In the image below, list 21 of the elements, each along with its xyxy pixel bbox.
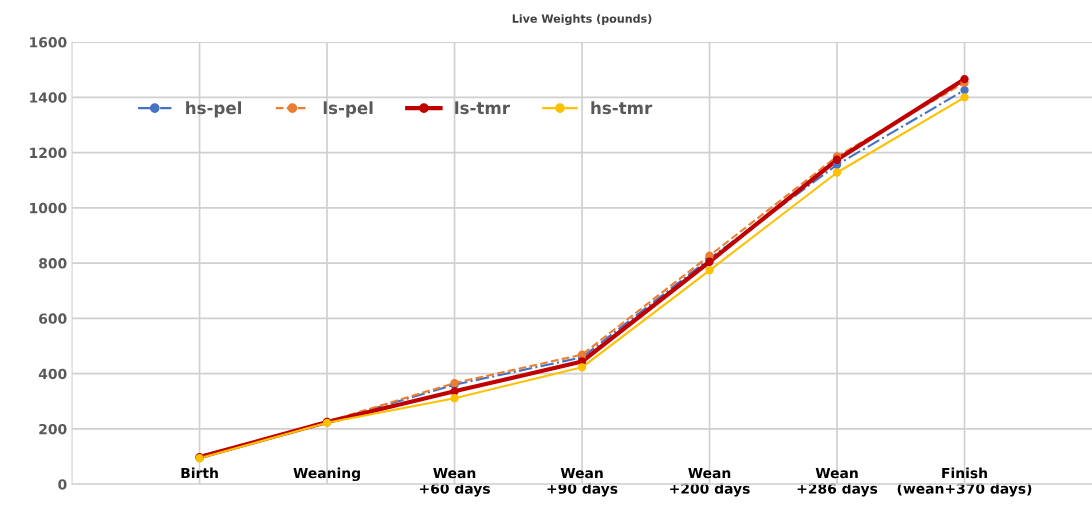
chart-title: Live Weights (pounds) — [512, 14, 652, 26]
y-tick-label: 1200 — [30, 147, 67, 159]
x-tick-label: Wean +286 days — [797, 467, 878, 497]
x-tick-label: Wean +90 days — [547, 467, 618, 497]
y-tick-label: 800 — [39, 258, 67, 269]
y-tick-label: 1400 — [30, 92, 67, 103]
legend-label: hs-tmr — [591, 101, 653, 115]
y-tick-label: 1000 — [30, 202, 67, 214]
x-tick-label: Wean +200 days — [670, 467, 750, 497]
legend-label: ls-tmr — [455, 101, 510, 115]
y-tick-label: 200 — [39, 423, 67, 435]
x-tick-label: Finish (wean+370 days) — [897, 467, 1032, 497]
y-tick-label: 0 — [58, 479, 67, 490]
x-tick-label: Birth — [181, 467, 218, 479]
y-tick-label: 400 — [38, 368, 67, 380]
legend-label: ls-pel — [323, 101, 373, 118]
y-tick-label: 1600 — [30, 37, 67, 48]
x-tick-label: Weaning — [293, 467, 360, 482]
x-tick-label: Wean +60 days — [420, 467, 490, 497]
legend-label: hs-pel — [186, 101, 241, 118]
y-tick-label: 600 — [39, 313, 67, 324]
